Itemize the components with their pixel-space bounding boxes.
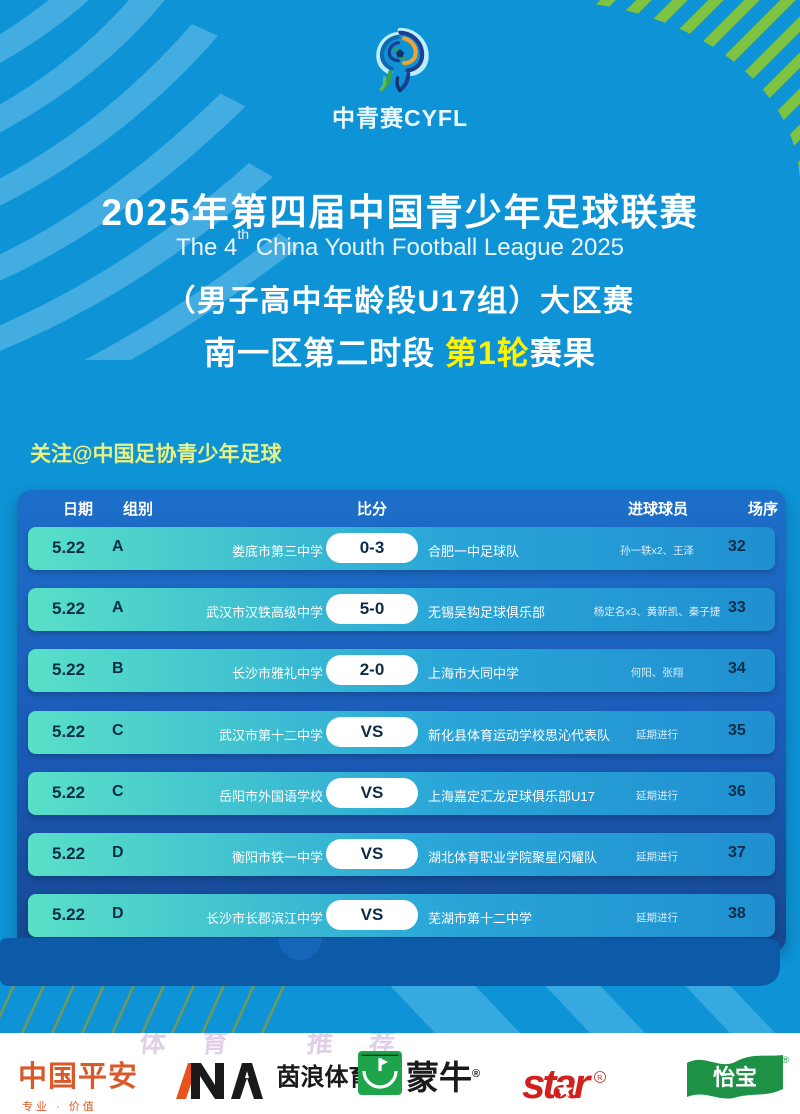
- svg-text:R: R: [597, 1075, 602, 1082]
- svg-text:star: star: [522, 1063, 593, 1107]
- svg-text:怡宝: 怡宝: [713, 1065, 757, 1090]
